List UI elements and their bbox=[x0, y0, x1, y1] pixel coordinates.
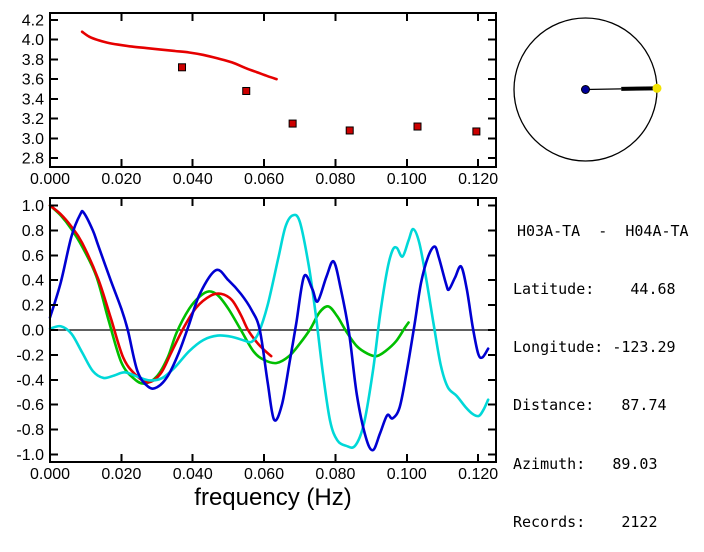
y-tick-label: -0.2 bbox=[16, 347, 44, 364]
dispersion-chart-plot-area[interactable] bbox=[50, 13, 496, 167]
measured-square-markers bbox=[345, 126, 354, 135]
correlation-chart: 0.000 0.020 0.040 0.060 0.080 0.100 0.120 -1.0 -… bbox=[16, 197, 498, 511]
measured-square-markers bbox=[242, 86, 251, 95]
y-tick-label: -0.4 bbox=[16, 372, 44, 389]
y-tick-label: 0.4 bbox=[22, 273, 44, 290]
x-tick-label: 0.060 bbox=[244, 466, 284, 483]
x-tick-label: 0.080 bbox=[315, 171, 355, 188]
y-tick-label: 3.6 bbox=[22, 72, 44, 89]
x-tick-label: 0.040 bbox=[173, 466, 213, 483]
y-tick-label: -0.8 bbox=[16, 422, 44, 439]
blue-curve bbox=[48, 209, 490, 452]
measured-square-markers bbox=[288, 119, 297, 128]
y-tick-label: 3.0 bbox=[22, 131, 44, 148]
x-tick-label: 0.120 bbox=[458, 466, 498, 483]
x-tick-label: 0.100 bbox=[387, 466, 427, 483]
y-tick-label: 3.8 bbox=[22, 52, 44, 69]
info-distance: Distance: 87.74 bbox=[513, 396, 667, 415]
x-tick-label: 0.060 bbox=[244, 171, 284, 188]
azimuth-line-thin bbox=[585, 88, 622, 91]
x-tick-label: 0.020 bbox=[101, 466, 141, 483]
y-tick-label: 4.2 bbox=[22, 12, 44, 29]
y-tick-label: 4.0 bbox=[22, 32, 44, 49]
red-curve bbox=[48, 204, 273, 384]
azimuth-line-thick bbox=[621, 86, 655, 91]
center-station-dot bbox=[581, 85, 590, 94]
station-pair-info: H03A-TA - H04A-TA Latitude: 44.68 Longit… bbox=[513, 183, 689, 552]
dispersion-chart: 0.000 0.020 0.040 0.060 0.080 0.100 0.120 2.8 3.… bbox=[22, 12, 498, 188]
x-tick-label: 0.000 bbox=[30, 466, 70, 483]
green-curve bbox=[48, 204, 410, 385]
measured-square-markers bbox=[413, 122, 422, 131]
y-tick-label: 3.2 bbox=[22, 111, 44, 128]
y-tick-label: -0.6 bbox=[16, 397, 44, 414]
red-dispersion-curve bbox=[80, 30, 278, 81]
info-records: Records: 2122 bbox=[513, 512, 658, 531]
measured-square-markers bbox=[178, 63, 187, 72]
info-latitude: Latitude: 44.68 bbox=[513, 280, 676, 299]
y-tick-label: 0.6 bbox=[22, 248, 44, 265]
dispersion-chart-frame bbox=[49, 12, 497, 168]
x-tick-label: 0.080 bbox=[315, 466, 355, 483]
station-pair-title: H03A-TA - H04A-TA bbox=[517, 221, 689, 240]
y-tick-label: 3.4 bbox=[22, 91, 44, 108]
x-tick-label: 0.100 bbox=[387, 171, 427, 188]
azimuth-station-dot bbox=[652, 83, 662, 93]
y-tick-label: 0.0 bbox=[22, 323, 44, 340]
x-tick-label: 0.120 bbox=[458, 171, 498, 188]
plots-canvas: 0.000 0.020 0.040 0.060 0.080 0.100 0.120 2.8 3.… bbox=[16, 12, 662, 511]
info-longitude: Longitude: -123.29 bbox=[513, 338, 676, 357]
x-tick-label: 0.020 bbox=[101, 171, 141, 188]
y-tick-label: 0.8 bbox=[22, 223, 44, 240]
y-tick-label: 0.2 bbox=[22, 298, 44, 315]
x-axis-label: frequency (Hz) bbox=[194, 484, 351, 511]
info-azimuth: Azimuth: 89.03 bbox=[513, 454, 658, 473]
y-tick-label: 2.8 bbox=[22, 151, 44, 168]
y-tick-label: 1.0 bbox=[22, 198, 44, 215]
x-tick-label: 0.040 bbox=[173, 171, 213, 188]
y-tick-label: -1.0 bbox=[16, 447, 44, 464]
x-tick-label: 0.000 bbox=[30, 171, 70, 188]
azimuth-dial bbox=[513, 17, 662, 162]
measured-square-markers bbox=[472, 127, 481, 136]
